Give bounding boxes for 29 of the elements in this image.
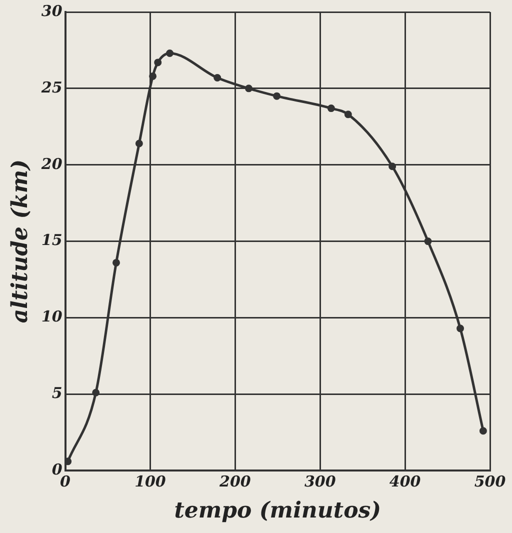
x-tick-label: 400	[389, 472, 422, 490]
point	[135, 140, 143, 148]
x-axis-title: tempo (minutos)	[174, 498, 382, 524]
y-tick-label: 5	[52, 384, 62, 402]
point	[245, 84, 253, 92]
y-tick-label: 30	[41, 2, 63, 20]
y-axis-title: altitude (km)	[6, 159, 33, 324]
point	[456, 324, 464, 332]
y-tick-label: 20	[40, 154, 63, 173]
point	[344, 110, 352, 118]
point	[92, 388, 100, 396]
x-tick-label: 100	[134, 472, 166, 490]
point	[273, 92, 281, 100]
point	[214, 74, 222, 82]
y-tick-label: 10	[41, 308, 63, 326]
x-tick-label: 200	[218, 472, 252, 490]
y-tick-label: 25	[40, 78, 62, 96]
point	[479, 427, 487, 435]
point	[154, 58, 162, 66]
point	[327, 104, 335, 112]
point	[112, 258, 120, 266]
point	[424, 238, 432, 246]
point	[388, 162, 396, 170]
point	[149, 72, 157, 80]
y-tick-label: 15	[41, 231, 62, 250]
x-tick-label: 500	[474, 472, 506, 490]
y-tick-label: 0	[52, 460, 63, 478]
point	[166, 50, 174, 58]
x-tick-label: 300	[304, 472, 336, 490]
